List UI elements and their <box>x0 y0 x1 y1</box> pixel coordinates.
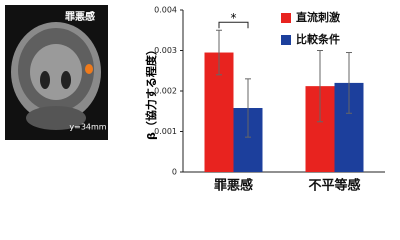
error-bar <box>245 78 251 138</box>
legend-swatch <box>281 13 291 23</box>
brain-image: 罪悪感 y=34mm <box>5 5 108 140</box>
legend-swatch <box>281 35 291 45</box>
x-tick-label: 罪悪感 <box>214 178 253 194</box>
error-bar <box>216 29 222 76</box>
ventricle <box>40 71 50 89</box>
error-bar <box>317 50 323 123</box>
y-tick-label: 0.002 <box>154 87 177 96</box>
ventricle <box>61 71 71 89</box>
error-bar <box>346 52 352 114</box>
significance-label: * <box>231 11 237 25</box>
activation <box>85 64 93 74</box>
brain-base <box>26 106 86 130</box>
legend-label: 直流刺激 <box>296 10 340 24</box>
y-tick-label: 0 <box>172 168 177 177</box>
y-tick-label: 0.003 <box>154 46 177 55</box>
y-tick-label: 0.004 <box>154 6 177 15</box>
x-tick-label: 不平等感 <box>308 178 360 194</box>
brain-white <box>30 44 82 100</box>
significance-bracket <box>218 21 249 29</box>
image-label: 罪悪感 <box>65 10 95 23</box>
legend-label: 比較条件 <box>296 32 340 46</box>
y-tick-label: 0.001 <box>154 127 177 136</box>
figure: 罪悪感 y=34mm β（協力する程度） 0 0.001 0.002 0.003 0.0… <box>5 5 385 194</box>
image-caption: y=34mm <box>69 123 106 132</box>
y-axis-label: β（協力する程度） <box>144 44 158 140</box>
